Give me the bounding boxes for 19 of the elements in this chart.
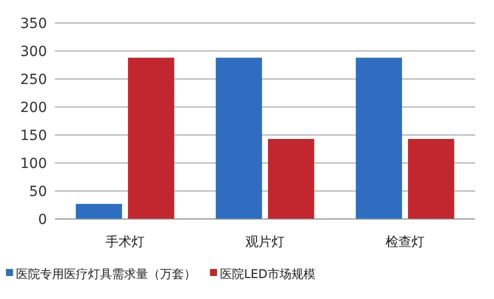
y-tick-label: 300 — [20, 44, 47, 60]
x-tick-label: 手术灯 — [106, 235, 144, 250]
bar — [76, 204, 122, 219]
bar — [356, 58, 402, 219]
legend-label: 医院专用医疗灯具需求量（万套） — [16, 267, 196, 281]
y-tick-label: 0 — [38, 212, 47, 228]
x-tick-label: 检查灯 — [386, 235, 424, 250]
y-tick-label: 250 — [20, 72, 47, 88]
bar — [268, 138, 314, 219]
x-tick-label: 观片灯 — [246, 235, 284, 250]
y-tick-label: 150 — [20, 128, 47, 144]
y-tick-label: 100 — [20, 156, 47, 172]
legend-label: 医院LED市场规模 — [220, 267, 316, 281]
y-tick-label: 200 — [20, 100, 47, 116]
bar — [408, 138, 454, 219]
y-tick-label: 350 — [20, 16, 47, 32]
y-tick-label: 50 — [29, 184, 47, 200]
bar — [128, 58, 174, 219]
bar — [216, 58, 262, 219]
